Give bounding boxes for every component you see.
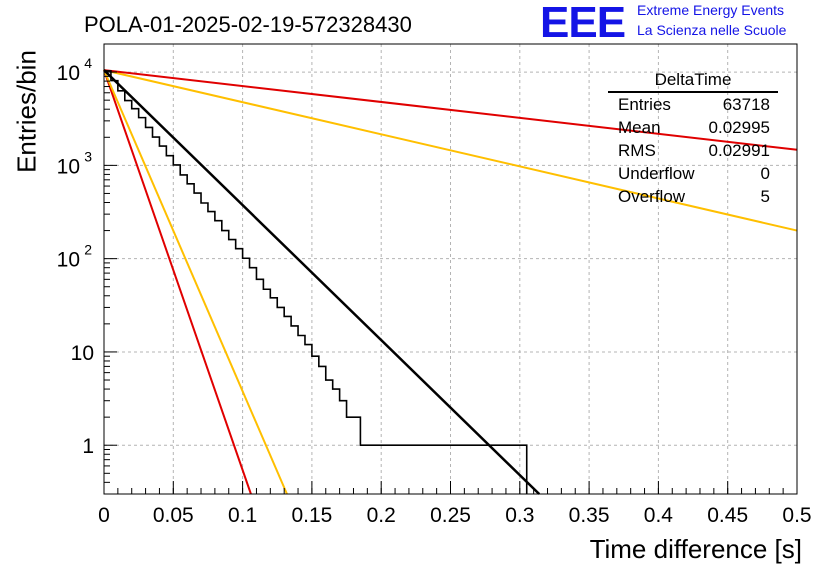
y-tick-label: 1 <box>82 435 94 458</box>
stats-value: 0.02991 <box>708 141 770 160</box>
axis-ticks: 0 0.05 0.1 0.15 0.2 0.25 0.3 0.35 0.4 0.45 0.5 1 10 1… <box>57 43 812 527</box>
chart-title: POLA-01-2025-02-19-572328430 <box>84 12 412 37</box>
fit-line-red-steep <box>103 69 252 495</box>
x-tick-label: 0.1 <box>228 504 257 527</box>
y-tick-label: 10 <box>57 62 80 85</box>
fit-line-red-shallow <box>103 69 798 151</box>
x-tick-label: 0.25 <box>430 504 471 527</box>
stats-row: Underflow 0 <box>608 162 778 185</box>
fit-line-fit <box>103 69 541 495</box>
stats-key: Underflow <box>618 164 695 183</box>
stats-title: DeltaTime <box>608 70 778 93</box>
stats-row: Overflow 5 <box>608 185 778 208</box>
stats-value: 0.02995 <box>708 118 770 137</box>
eee-logo: EEE <box>540 0 626 47</box>
x-tick-label: 0.4 <box>644 504 674 527</box>
x-tick-label: 0.05 <box>153 504 194 527</box>
x-tick-label: 0.35 <box>569 504 610 527</box>
y-tick-exponent: 3 <box>84 148 92 164</box>
y-tick-label: 10 <box>57 155 80 178</box>
stats-value: 0 <box>760 164 770 183</box>
y-tick-label: 10 <box>71 342 94 365</box>
fit-line-orange-steep <box>103 69 288 495</box>
fit-curve-black <box>103 69 541 495</box>
stats-row: RMS 0.02991 <box>608 139 778 162</box>
stats-box: DeltaTime Entries 63718 Mean 0.02995 RMS… <box>608 70 778 208</box>
stats-key: Mean <box>618 118 661 137</box>
logo-line-1: Extreme Energy Events <box>637 2 785 18</box>
stats-key: Overflow <box>618 187 686 206</box>
x-tick-label: 0.3 <box>505 504 534 527</box>
x-tick-label: 0.2 <box>367 504 396 527</box>
fit-line-orange-shallow <box>103 69 798 232</box>
stats-row: Mean 0.02995 <box>608 116 778 139</box>
y-tick-exponent: 4 <box>84 55 92 71</box>
y-axis-label: Entries/bin <box>11 50 42 173</box>
stats-row: Entries 63718 <box>608 93 778 116</box>
y-tick-label: 10 <box>57 249 80 272</box>
stats-value: 5 <box>760 187 770 206</box>
x-tick-label: 0.5 <box>782 504 811 527</box>
x-axis-label: Time difference [s] <box>589 534 802 564</box>
stats-value: 63718 <box>722 95 770 114</box>
histogram-outline <box>104 70 528 494</box>
x-tick-label: 0.15 <box>291 504 332 527</box>
x-tick-label: 0.45 <box>707 504 748 527</box>
stats-key: RMS <box>618 141 656 160</box>
logo-line-2: La Scienza nelle Scuole <box>637 22 787 38</box>
stats-key: Entries <box>618 95 671 114</box>
y-tick-exponent: 2 <box>84 242 92 258</box>
x-tick-label: 0 <box>98 504 110 527</box>
fit-curves <box>103 69 798 495</box>
